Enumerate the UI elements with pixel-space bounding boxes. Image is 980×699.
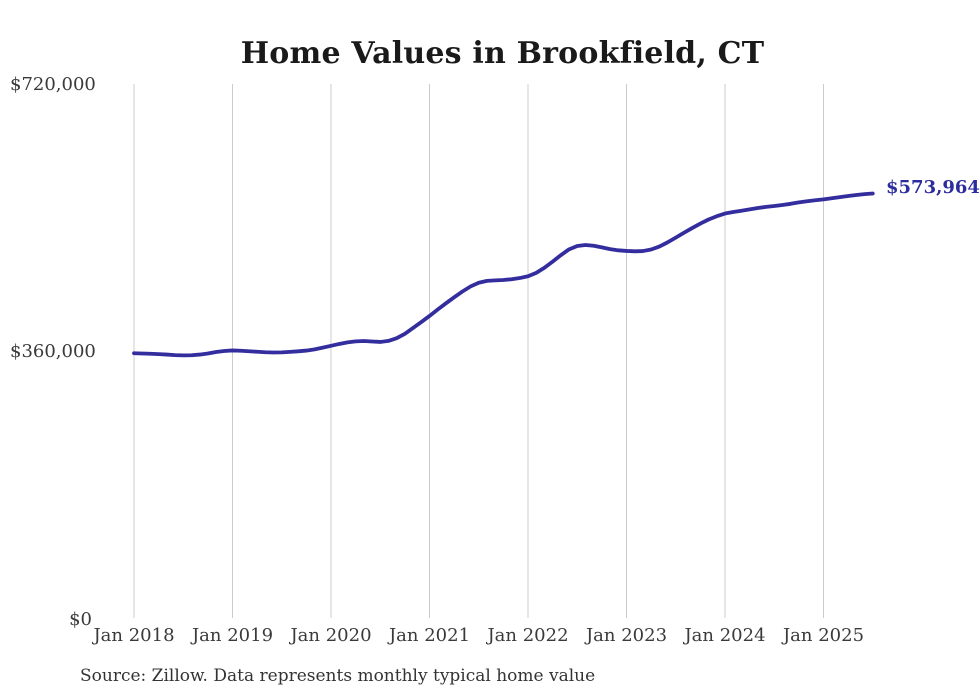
- y-axis-tick-label-0: $0: [69, 609, 92, 630]
- home-value-line: [132, 191, 875, 358]
- x-axis-tick-label: Jan 2023: [585, 625, 668, 646]
- x-axis-tick-label: Jan 2018: [93, 625, 175, 646]
- y-axis-tick-label-360k: $360,000: [10, 341, 96, 362]
- x-axis-tick-label: Jan 2021: [388, 625, 471, 646]
- source-note: Source: Zillow. Data represents monthly …: [80, 666, 596, 686]
- x-axis-tick-label: Jan 2025: [782, 625, 865, 646]
- latest-value-label: $573,964: [886, 177, 980, 198]
- y-axis-tick-label-720k: $720,000: [10, 74, 96, 95]
- chart-title: Home Values in Brookfield, CT: [240, 36, 765, 71]
- x-axis-tick-label: Jan 2020: [290, 625, 372, 646]
- x-axis-tick-label: Jan 2024: [684, 625, 766, 646]
- x-axis-tick-label: Jan 2022: [487, 625, 569, 646]
- x-axis-tick-label: Jan 2019: [191, 625, 274, 646]
